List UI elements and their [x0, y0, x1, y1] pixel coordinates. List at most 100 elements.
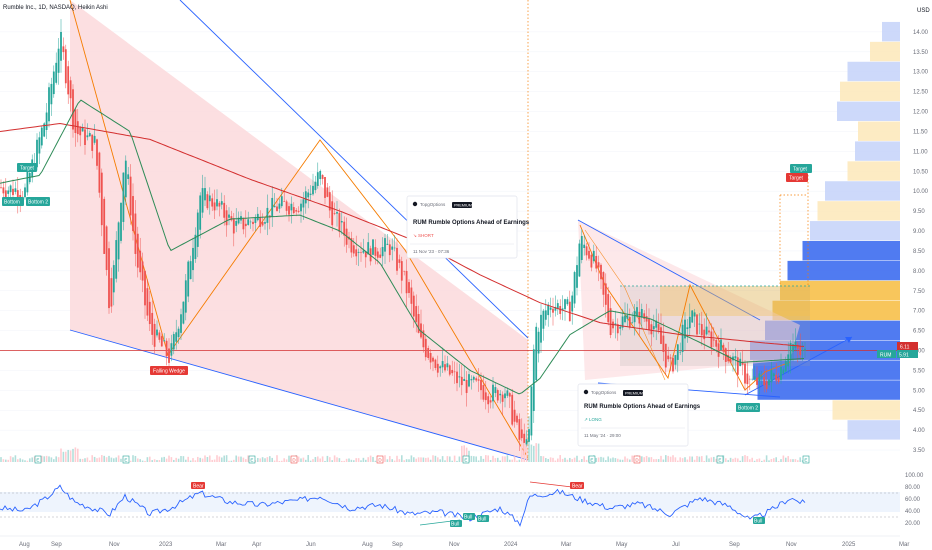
volume-bar	[698, 456, 701, 462]
candle-body	[736, 357, 739, 375]
volume-bar	[235, 455, 237, 462]
volume-bar	[218, 456, 221, 462]
volume-bar	[110, 457, 113, 462]
volume-bar	[528, 442, 530, 462]
volume-bar	[307, 455, 309, 462]
candle-body	[391, 246, 394, 250]
wedge-lower-line	[69, 329, 529, 461]
volume-bar	[182, 456, 185, 462]
candle-body	[192, 247, 194, 271]
volume-bar	[405, 459, 408, 462]
event-marker[interactable]	[802, 455, 810, 464]
candle-body	[463, 378, 466, 381]
volume-bar	[713, 456, 715, 462]
symbol-price-tag[interactable]	[897, 350, 918, 358]
volume-bar	[785, 457, 787, 462]
candle-body	[158, 332, 161, 340]
bottom2-label-right[interactable]: Bottom 2	[736, 403, 760, 412]
event-marker[interactable]	[716, 455, 724, 464]
candle-body	[319, 170, 322, 180]
idea-card-long-title[interactable]: RUM Rumble Options Ahead of Earnings	[584, 404, 701, 410]
candle-body	[585, 246, 588, 256]
volume-bar	[197, 456, 199, 462]
volume-bar	[427, 457, 429, 462]
event-marker[interactable]	[248, 455, 256, 464]
bottom2-label-left[interactable]: Bottom 2	[26, 197, 50, 206]
volume-bar	[518, 459, 521, 462]
volume-bar	[545, 458, 547, 462]
volume-bar	[753, 460, 756, 462]
volume-bar	[19, 458, 21, 462]
time-tick-label: Sep	[729, 542, 740, 548]
volume-bar	[105, 457, 108, 462]
volume-bar	[17, 459, 19, 462]
volume-bar	[677, 460, 679, 462]
candle-body	[657, 324, 660, 331]
candle-body	[804, 348, 806, 351]
candle-body	[652, 326, 655, 330]
event-marker[interactable]	[290, 455, 298, 464]
event-marker[interactable]	[588, 455, 596, 464]
candle-body	[698, 323, 701, 325]
event-marker[interactable]	[34, 455, 42, 464]
candle-body	[331, 201, 334, 226]
event-marker[interactable]	[462, 455, 470, 464]
time-tick-label: Jun	[306, 542, 316, 548]
rsi-bear-label-1[interactable]: Bear	[191, 482, 205, 490]
candle-body	[547, 304, 550, 316]
candle-body	[242, 218, 245, 230]
candle-body	[141, 261, 144, 281]
event-marker[interactable]	[376, 455, 384, 464]
candle-body	[516, 415, 518, 423]
rsi-bull-label-1[interactable]: Bull	[450, 520, 462, 528]
event-marker[interactable]	[633, 455, 641, 464]
idea-card-long[interactable]: TopgOptions PREMIUM RUM Rumble Options A…	[577, 383, 701, 447]
target-label-left-text: Target	[20, 166, 35, 172]
idea-card-short[interactable]: TopgOptions PREMIUM RUM Rumble Options A…	[406, 195, 530, 259]
bottom2-label-left-text: Bottom 2	[28, 200, 48, 206]
target-label-right[interactable]: Target Target	[786, 164, 812, 182]
candle-body	[12, 188, 14, 196]
candle-body	[117, 222, 120, 260]
idea-card-short-title[interactable]: RUM Rumble Options Ahead of Earnings	[413, 220, 530, 226]
volume-bar	[444, 460, 446, 462]
falling-wedge-label[interactable]: Falling Wedge	[150, 366, 188, 375]
candle-body	[552, 308, 554, 313]
volume-bar	[434, 455, 437, 462]
volume-bar	[489, 459, 492, 462]
candle-body	[357, 251, 360, 253]
rsi-bear-label-2[interactable]: Bear	[570, 482, 584, 490]
event-marker[interactable]	[122, 455, 130, 464]
last-price-tag[interactable]	[897, 342, 918, 350]
volume-bar	[355, 458, 357, 462]
rsi-bull-label-4-bg	[753, 517, 765, 524]
volume-bar	[211, 459, 213, 462]
volume-bar	[465, 447, 468, 462]
rsi-bull-label-3[interactable]: Bull	[477, 515, 489, 523]
volume-profile-row	[847, 420, 900, 440]
rsi-bull-label-4[interactable]: Bull	[753, 517, 765, 525]
candle-body	[38, 137, 41, 154]
candle-body	[225, 210, 228, 226]
candle-body	[26, 171, 29, 193]
volume-bar	[439, 459, 441, 462]
volume-bar	[228, 460, 230, 462]
volume-bar	[782, 455, 785, 462]
idea-card-short-brand: TopgOptions	[420, 202, 446, 207]
candle-body	[621, 316, 624, 328]
candle-body	[172, 334, 175, 350]
candle-body	[76, 121, 79, 135]
bottom-label[interactable]: Bottom	[2, 197, 24, 206]
volume-profile-row	[772, 300, 900, 321]
target-label-left[interactable]: Target	[17, 163, 37, 172]
volume-bar	[269, 456, 271, 462]
candle-body	[489, 400, 492, 403]
volume-bar	[672, 455, 674, 462]
volume-bar	[641, 456, 643, 462]
candle-body	[374, 247, 377, 256]
volume-bar	[710, 457, 713, 462]
rsi-bull-label-2[interactable]: Bull	[463, 513, 475, 521]
